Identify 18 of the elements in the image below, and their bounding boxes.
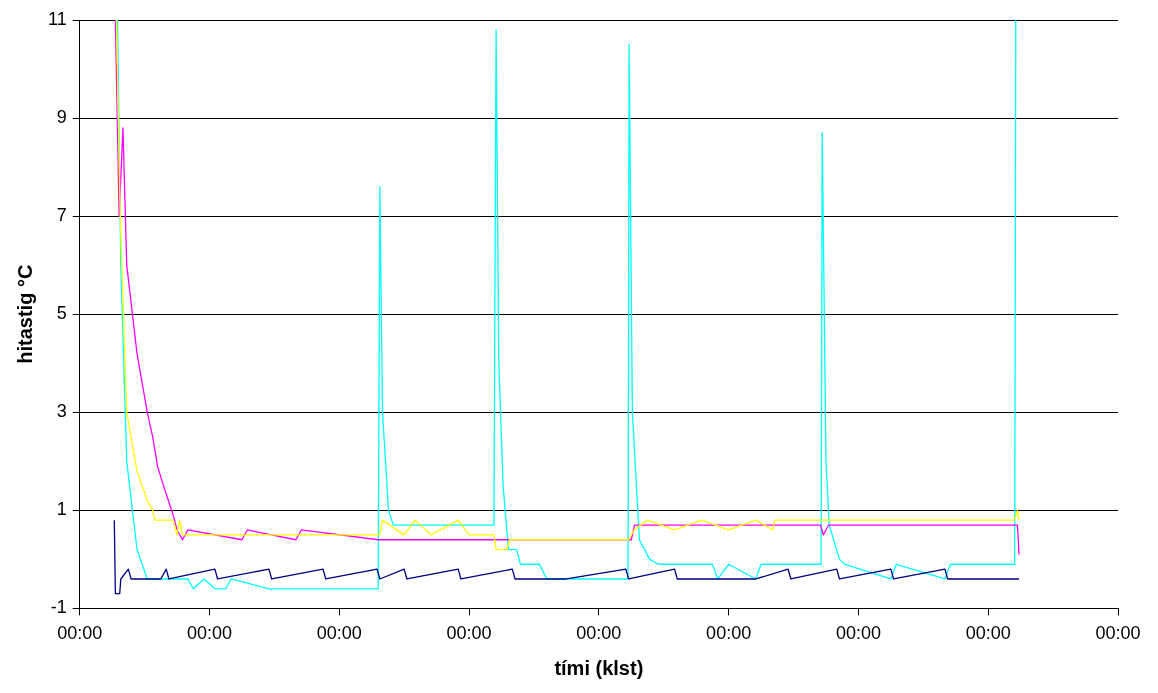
x-tick-label: 00:00	[576, 623, 622, 644]
x-tick-label: 00:00	[446, 623, 492, 644]
y-axis-title: hitastig °C	[13, 264, 36, 364]
x-axis-title: tími (klst)	[554, 656, 644, 679]
x-tick-label: 00:00	[835, 623, 881, 644]
y-tick-label: -1	[50, 597, 67, 618]
x-tick-label: 00:00	[57, 623, 103, 644]
y-tick-label: 5	[56, 303, 67, 324]
x-tick-label: 00:00	[316, 623, 362, 644]
y-tick-label: 1	[56, 499, 67, 520]
x-tick-label: 00:00	[186, 623, 232, 644]
y-tick-label: 9	[56, 107, 67, 128]
y-tick-label: 11	[48, 8, 67, 29]
y-tick-label: 7	[56, 205, 67, 226]
x-tick-label: 00:00	[1095, 623, 1141, 644]
x-tick-label: 00:00	[965, 623, 1011, 644]
y-tick-label: 3	[56, 401, 67, 422]
x-tick-label: 00:00	[706, 623, 752, 644]
